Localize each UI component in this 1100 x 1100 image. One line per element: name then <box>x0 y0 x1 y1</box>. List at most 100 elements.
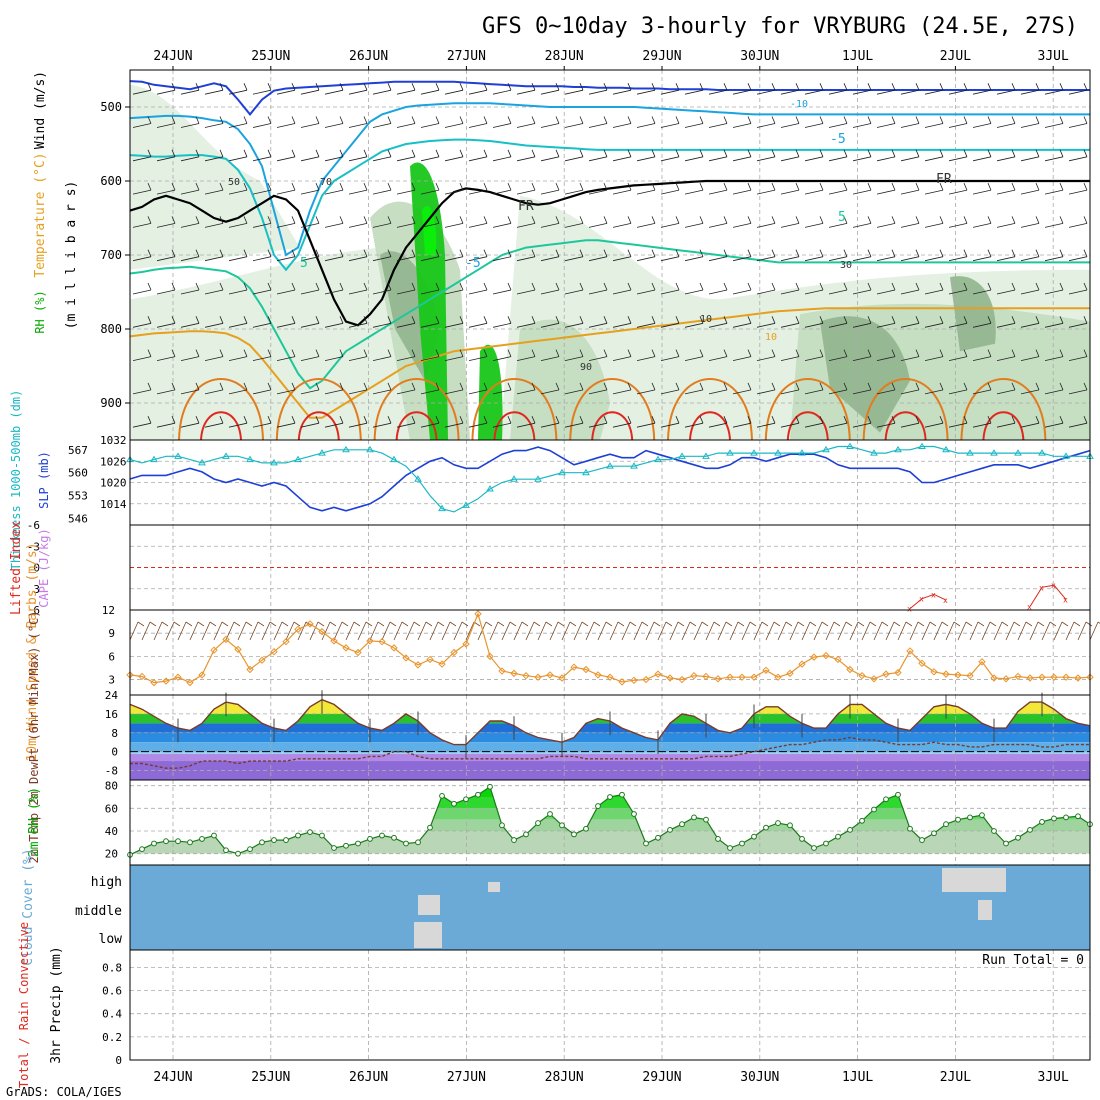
wind-speed-marker <box>558 674 566 682</box>
wind-barb <box>564 382 584 395</box>
wind-barb <box>564 282 584 295</box>
isotherm-15-loop <box>471 377 558 441</box>
rh-marker <box>199 836 205 842</box>
precip-tick-label: 0 <box>115 1054 122 1067</box>
rh-marker <box>1003 840 1009 847</box>
rh-marker <box>307 829 313 836</box>
wind-barb <box>228 382 248 395</box>
wind-barb <box>708 349 728 361</box>
wind-barb <box>300 216 320 228</box>
wind-speed-marker <box>546 671 554 679</box>
wind-barb <box>684 349 704 361</box>
wind-speed-marker <box>534 673 542 681</box>
wind-barb <box>228 149 248 162</box>
surface-wind-barb <box>273 621 289 641</box>
rh-marker <box>775 820 781 826</box>
wind-speed-marker <box>762 666 770 674</box>
wind-barb <box>132 416 152 428</box>
wind-speed-marker <box>126 671 134 679</box>
rh-marker <box>151 840 157 847</box>
wind-speed-marker <box>666 674 674 682</box>
wind-barb <box>444 349 464 361</box>
wind-barb <box>972 182 992 195</box>
surface-wind-barb <box>453 621 469 641</box>
wind-barb <box>588 182 608 195</box>
surface-wind-barb <box>549 621 565 641</box>
li-line <box>1029 584 1067 607</box>
wind-barb <box>276 349 296 361</box>
rh-marker <box>595 803 601 809</box>
cloud-cell <box>418 895 440 915</box>
wind-barb <box>1020 216 1040 228</box>
rh-marker <box>175 838 181 845</box>
wind-barb <box>612 83 632 95</box>
wind-barb <box>756 316 776 328</box>
wind-barb <box>708 382 728 395</box>
wind-barb <box>828 282 848 295</box>
wind-barb <box>828 249 848 262</box>
wind-barb <box>684 416 704 428</box>
rh-marker <box>319 832 325 839</box>
wind-barb <box>204 382 224 395</box>
precip-type-axis-title: Total / Rain Convective <box>17 922 31 1088</box>
rh-marker <box>763 824 769 831</box>
thickness-marker <box>222 452 230 459</box>
wind-speed-marker <box>402 654 410 662</box>
wind-barb <box>180 216 200 228</box>
wind-barb <box>684 382 704 395</box>
wind-speed-marker <box>174 673 182 681</box>
wind-speed-marker <box>642 675 650 684</box>
rh-marker <box>835 833 841 840</box>
wind-barb <box>420 116 440 128</box>
wind-barb <box>228 116 248 128</box>
surface-wind-barb <box>669 621 685 641</box>
date-label-bottom: 30JUN <box>740 1070 779 1085</box>
wind-barb <box>780 282 800 295</box>
wind-barb <box>324 116 344 128</box>
wind-barb <box>444 83 464 95</box>
surface-wind-barb <box>897 621 913 641</box>
wind-barb <box>444 382 464 395</box>
thickness-marker <box>774 449 782 456</box>
wind-barb <box>900 216 920 228</box>
rh-marker <box>187 839 193 846</box>
wind-barb <box>852 149 872 162</box>
rh-marker <box>499 822 505 829</box>
thickness-marker <box>534 475 542 482</box>
wind-barb <box>924 149 944 162</box>
thickness-marker <box>198 458 206 466</box>
surface-wind-barb <box>909 621 925 641</box>
rh-marker <box>619 791 625 798</box>
date-label-top: 28JUN <box>545 49 584 64</box>
wind-speed-marker <box>270 648 278 656</box>
isotherm-20-loop <box>493 411 536 441</box>
wind-barb <box>420 149 440 162</box>
date-label-top: 3JUL <box>1038 49 1069 64</box>
wind-barb <box>372 316 392 328</box>
wind-barb <box>1020 416 1040 428</box>
wind-barb <box>444 116 464 128</box>
wind-barb <box>468 216 488 228</box>
isotherm-15-loop <box>178 377 264 441</box>
wind-barb <box>756 182 776 195</box>
wind-barb <box>684 149 704 162</box>
temp-tick-label: -8 <box>105 765 118 778</box>
surface-wind-barb <box>957 621 973 641</box>
wind-barb <box>996 83 1016 95</box>
thickness-marker <box>150 455 158 463</box>
wind-speed-marker <box>954 671 962 679</box>
cape-axis-title: CAPE (J/kg) <box>37 528 51 607</box>
wind-barb <box>396 182 416 195</box>
thickness-marker <box>870 449 878 456</box>
surface-wind-barb <box>945 621 961 641</box>
wind-barb <box>1068 116 1088 128</box>
wind-barb <box>612 216 632 228</box>
wind-barb <box>972 349 992 361</box>
wind-barb <box>516 416 536 428</box>
rh-band <box>130 808 1090 820</box>
wind-barb <box>276 382 296 395</box>
thickness-marker <box>966 449 974 456</box>
wind-barb <box>852 116 872 128</box>
wind-barb <box>1020 116 1040 128</box>
wind-speed-marker <box>330 637 338 645</box>
